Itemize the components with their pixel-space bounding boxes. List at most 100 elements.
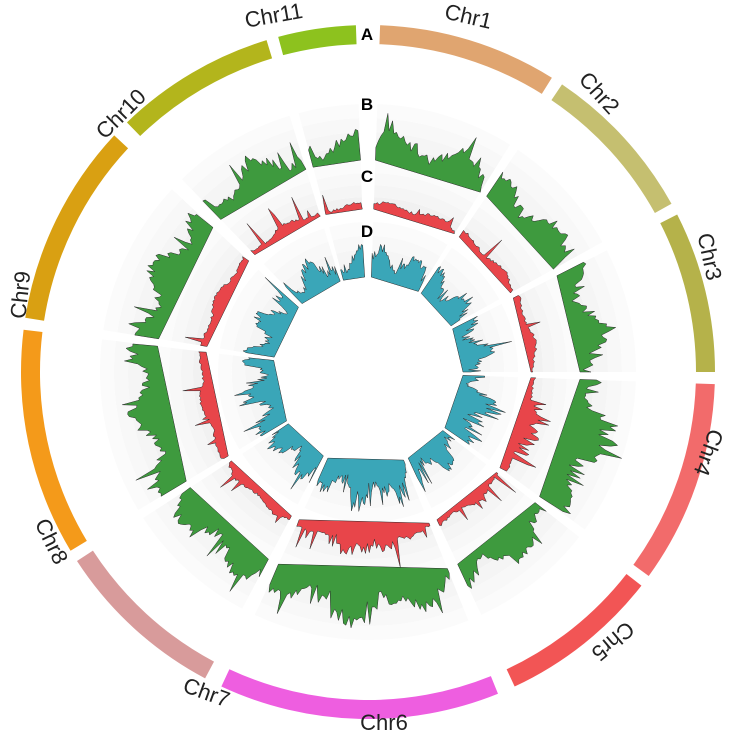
grid-band: [528, 378, 579, 497]
histogram-sector: [556, 262, 616, 373]
histogram-sector: [242, 277, 299, 358]
grid-band: [181, 115, 294, 190]
grid-band: [273, 241, 333, 284]
grid-band: [441, 479, 516, 542]
histogram-sector: [420, 266, 474, 327]
grid-band: [233, 279, 279, 353]
grid-band: [219, 269, 269, 351]
grid-band: [242, 446, 305, 505]
ideogram-chr10: [126, 40, 273, 137]
histogram-sector: [128, 212, 214, 340]
grid-band: [475, 528, 580, 615]
histogram-area: [371, 244, 427, 292]
track-label-d: D: [361, 222, 373, 241]
grid-band: [436, 259, 488, 313]
grid-band: [376, 118, 503, 169]
ideogram-chr8: [21, 329, 87, 551]
grid-band: [100, 339, 151, 511]
histogram-area: [407, 430, 455, 492]
histogram-sector: [121, 343, 187, 497]
histogram-area: [202, 142, 307, 220]
grid-band: [263, 228, 329, 274]
histogram-sector: [373, 201, 455, 235]
histogram-area: [283, 257, 341, 304]
ideogram-chr6: [221, 669, 498, 719]
grid-band: [313, 161, 362, 180]
grid-band: [502, 161, 591, 256]
grid-band: [159, 228, 223, 341]
histogram-sector: [295, 519, 431, 568]
grid-band: [117, 198, 193, 335]
grid-band: [372, 222, 448, 257]
grid-band: [489, 303, 518, 372]
grid-band: [444, 247, 500, 306]
histogram-sector: [539, 379, 622, 515]
grid-band: [322, 197, 363, 215]
ideogram-chr4: [633, 383, 715, 576]
histogram-sector: [308, 129, 361, 168]
chromosome-label-chr1: Chr1: [442, 0, 494, 34]
track-label-c: C: [361, 167, 373, 186]
grid-band: [231, 355, 263, 443]
histogram-sector: [375, 113, 485, 193]
histogram-area: [457, 502, 547, 589]
grid-band: [573, 380, 636, 530]
histogram-area: [182, 351, 229, 459]
grid-band: [562, 380, 622, 522]
histogram-sector: [499, 377, 551, 472]
ideogram-chr5: [506, 573, 642, 687]
grid-band: [130, 208, 203, 337]
histogram-area: [499, 377, 551, 472]
histogram-sector: [182, 351, 229, 459]
histogram-sector: [512, 295, 541, 373]
track-label-a: A: [361, 25, 373, 44]
histogram-area: [539, 379, 622, 515]
ideogram-chr9: [25, 135, 129, 321]
grid-band: [171, 236, 232, 343]
histogram-sector: [452, 315, 512, 373]
histogram-sector: [202, 142, 307, 220]
histogram-area: [121, 343, 187, 497]
histogram-sector: [316, 457, 410, 512]
histogram-area: [173, 487, 269, 592]
histogram-area: [420, 266, 474, 327]
histogram-area: [184, 256, 250, 347]
grid-band: [298, 104, 360, 127]
histogram-area: [268, 563, 450, 629]
histogram-area: [234, 357, 287, 437]
histogram-area: [452, 315, 512, 373]
grid-band: [283, 541, 443, 572]
ideogram-chr1: [379, 25, 552, 94]
grid-band: [221, 170, 310, 229]
histogram-area: [556, 262, 616, 373]
histogram-sector: [184, 256, 250, 347]
chromosome-label-chr11: Chr11: [243, 0, 305, 33]
histogram-area: [295, 519, 431, 568]
grid-band: [374, 161, 480, 204]
histogram-sector: [220, 460, 292, 523]
grid-band: [376, 104, 511, 157]
grid-band: [168, 347, 208, 475]
histogram-sector: [283, 257, 341, 304]
histogram-area: [267, 423, 324, 490]
grid-band: [479, 197, 553, 276]
grid-band: [254, 602, 469, 641]
track-label-b: B: [361, 95, 373, 114]
grid-band: [103, 189, 183, 333]
chromosome-label-chr9: Chr9: [5, 270, 35, 320]
histogram-sector: [458, 230, 514, 294]
grid-band: [452, 494, 535, 564]
ideogram-chr2: [551, 84, 672, 213]
histogram-area: [308, 129, 361, 168]
grid-band: [260, 589, 464, 626]
grid-band: [581, 256, 622, 372]
track-label-layer: A B C D: [361, 25, 373, 241]
histogram-sector: [444, 375, 506, 445]
histogram-sector: [486, 171, 575, 270]
grid-band: [229, 181, 314, 238]
grid-band: [113, 341, 163, 503]
grid-band: [372, 235, 441, 269]
histogram-sector: [267, 423, 324, 490]
histogram-area: [322, 194, 363, 215]
